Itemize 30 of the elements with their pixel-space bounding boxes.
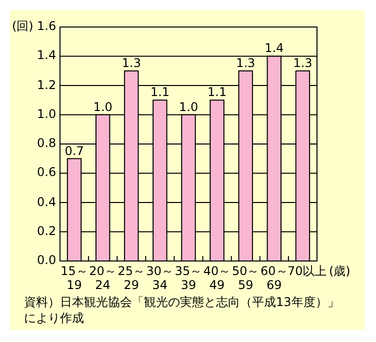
y-axis-title: (回) [12,19,34,33]
y-tick-label: 0.6 [37,165,56,180]
data-label: 0.7 [64,144,84,158]
data-label: 1.3 [293,56,312,70]
data-label: 1.1 [208,85,227,100]
x-tick-label: 40～49 [202,264,232,292]
data-label: 1.3 [236,56,256,70]
y-tick-label: 1.0 [37,106,56,121]
y-tick-label: 0.4 [37,194,56,208]
x-tick-label: 35～39 [174,264,204,292]
x-tick-label: 50～59 [230,264,260,292]
y-tick-label: 0.2 [37,224,56,238]
x-tick-label: 20～24 [88,264,118,292]
y-tick-label: 1.6 [37,19,56,33]
x-tick-label: 60～69 [260,264,288,292]
y-tick-label: 0.8 [37,136,56,150]
data-label: 1.0 [179,100,198,114]
x-axis-title: (歳) [329,264,350,278]
data-label: 1.3 [122,56,141,70]
x-tick-label: 70以上 [287,264,327,278]
text: 資料）日本観光協会「観光の実態と志向（平成13年度）」により作成 [24,294,340,326]
y-tick-label: 1.2 [37,78,56,92]
data-label: 1.4 [264,41,284,56]
data-label: 1.1 [150,85,170,100]
x-tick-label: 25～29 [116,264,146,292]
x-tick-label: 15～19 [60,264,89,292]
y-tick-label: 1.4 [37,48,56,62]
data-label: 1.0 [93,100,112,114]
x-tick-label: 30～34 [145,264,175,292]
y-tick-label: 0.0 [37,253,56,267]
